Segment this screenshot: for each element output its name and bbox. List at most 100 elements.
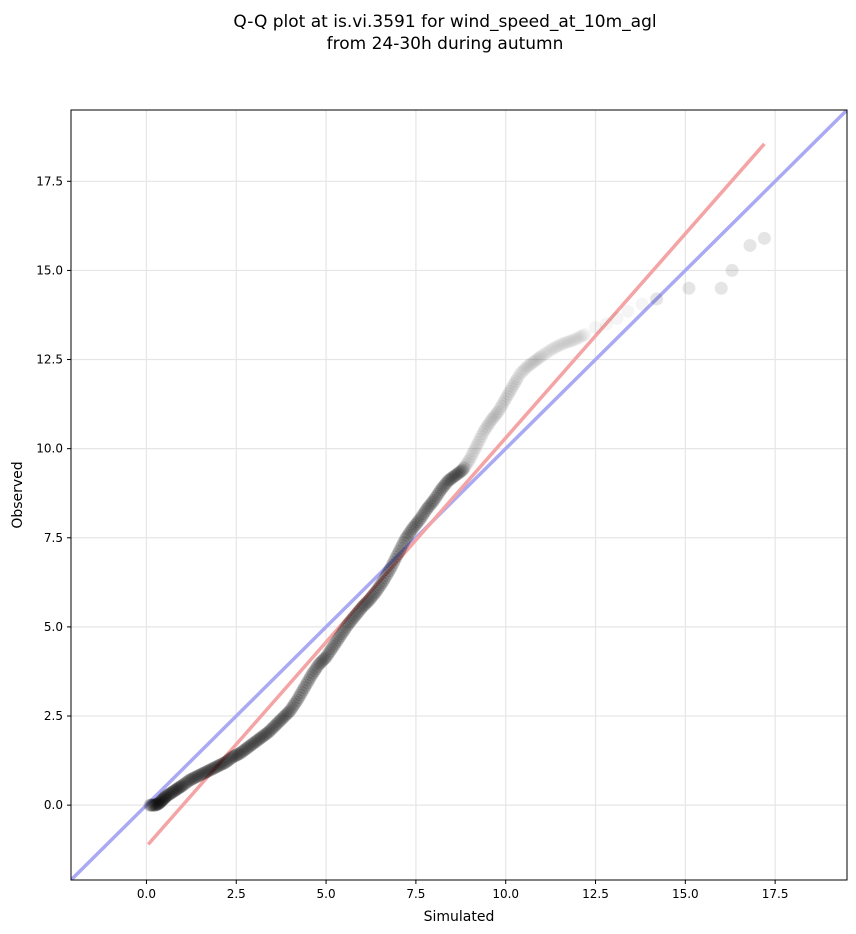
qq-point [241,740,255,754]
qq-point [545,342,559,356]
qq-point [204,762,218,776]
qq-point [256,729,270,743]
qq-point [421,500,435,514]
qq-point [227,749,241,763]
qq-point [382,564,396,578]
qq-point [200,765,214,779]
qq-point [178,776,192,790]
qq-point [372,580,386,594]
qq-point [220,754,234,768]
plot-frame [70,109,848,881]
qq-point [201,764,215,778]
qq-point [400,530,414,544]
qq-point [171,781,185,795]
qq-point [332,631,346,645]
qq-point [234,745,248,759]
qq-point [440,476,454,490]
qq-point [635,297,649,311]
qq-point [218,755,232,769]
qq-point [266,721,280,735]
qq-point [423,499,437,513]
qq-point [191,769,205,783]
qq-point [319,650,333,664]
qq-point [315,654,329,668]
qq-point [377,574,391,588]
qq-point [474,430,488,444]
qq-point [404,524,418,538]
qq-point [193,768,207,782]
qq-point [569,332,583,346]
qq-point [476,427,490,441]
qq-point [257,728,271,742]
qq-point [198,765,212,779]
qq-point [464,450,478,463]
qq-point [224,751,238,765]
qq-point [333,629,347,643]
qq-point [211,759,225,773]
qq-point [392,544,406,558]
qq-point [148,798,162,812]
qq-point [321,648,335,662]
qq-point [458,459,472,473]
qq-point [461,454,475,468]
qq-point [418,504,432,518]
qq-point [172,781,186,795]
qq-point [433,485,447,499]
qq-point [309,662,323,676]
qq-point [169,783,183,797]
qq-point [214,758,228,771]
qq-point [203,763,217,777]
qq-point [175,779,189,793]
qq-point [407,520,421,534]
qq-point [195,767,209,781]
y-tick-label: 12.5 [36,353,63,367]
qq-point [541,345,555,359]
qq-point [494,399,508,413]
qq-point [143,798,157,812]
qq-point [208,760,222,774]
qq-point [469,441,483,455]
qq-point [326,640,340,654]
qq-point [151,797,165,811]
qq-point [267,719,281,733]
qq-point [533,350,547,364]
qq-point [477,424,491,438]
qq-point [391,547,405,561]
x-axis-label: Simulated [424,909,495,925]
qq-point [233,746,247,760]
qq-point [359,596,373,610]
qq-point [509,374,523,388]
qq-point [174,779,188,793]
qq-point [260,726,274,740]
qq-point [417,507,431,521]
qq-point [344,615,358,629]
qq-point [229,749,243,763]
qq-point [156,793,170,807]
x-tick-label: 17.5 [762,887,789,901]
qq-point [181,774,195,788]
qq-point [336,625,350,639]
qq-point [299,678,313,692]
qq-point [147,798,161,812]
qq-point [308,664,322,678]
qq-point [371,582,385,596]
qq-point [285,702,299,716]
qq-point [556,336,570,350]
identity-line [71,110,847,880]
qq-point [410,517,424,531]
qq-point [484,413,498,427]
qq-point [385,558,399,572]
y-tick-label: 15.0 [36,263,63,277]
qq-point [438,477,452,491]
qq-point [375,576,389,590]
qq-point [342,616,356,630]
qq-point [532,351,546,365]
qq-point [411,515,425,529]
qq-point [275,712,289,726]
qq-point [473,432,487,446]
qq-point [305,668,319,682]
qq-point [446,471,460,485]
qq-point [610,312,624,326]
qq-point [489,408,503,422]
qq-point [456,463,470,477]
